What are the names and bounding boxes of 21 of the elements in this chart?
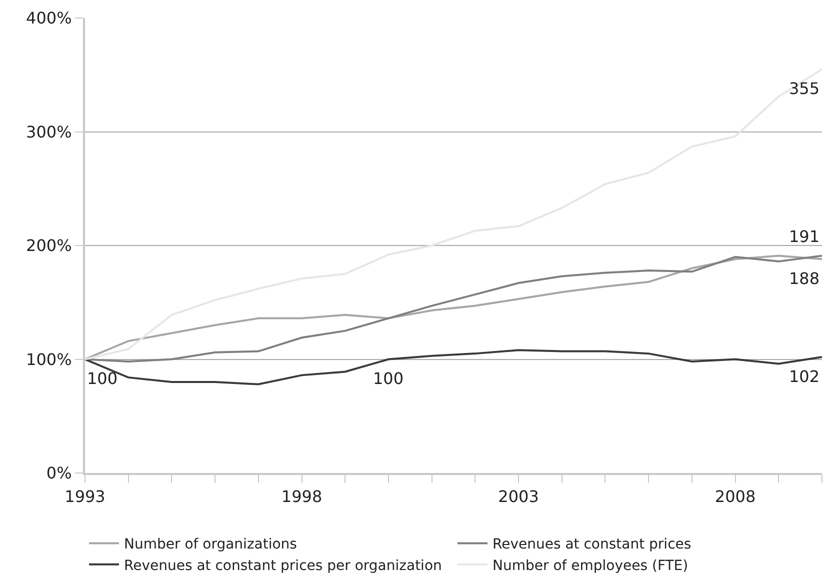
legend-label: Revenues at constant prices per organization <box>124 558 442 574</box>
annotation: 355 <box>789 79 820 98</box>
annotation: 100 <box>373 369 404 388</box>
x-tick-label: 2003 <box>498 487 539 506</box>
line-series <box>85 349 822 386</box>
x-tick-label: 2008 <box>714 487 756 506</box>
annotation: 191 <box>789 227 820 246</box>
annotation: 102 <box>789 367 820 386</box>
y-tick-label: 200% <box>26 236 72 256</box>
annotation: 188 <box>789 269 820 288</box>
y-tick-label: 400% <box>26 8 72 28</box>
annotation: 100 <box>87 369 118 388</box>
y-tick-label: 0% <box>46 464 72 483</box>
legend-label: Revenues at constant prices <box>492 536 692 553</box>
y-tick-label: 300% <box>26 122 72 142</box>
x-tick-label: 1998 <box>281 487 322 506</box>
x-tick-label: 1993 <box>64 487 106 506</box>
legend-label: Number of employees (FTE) <box>492 558 688 574</box>
y-tick-label: 100% <box>26 350 72 369</box>
legend-label: Number of organizations <box>124 536 297 553</box>
line-series <box>85 68 822 360</box>
